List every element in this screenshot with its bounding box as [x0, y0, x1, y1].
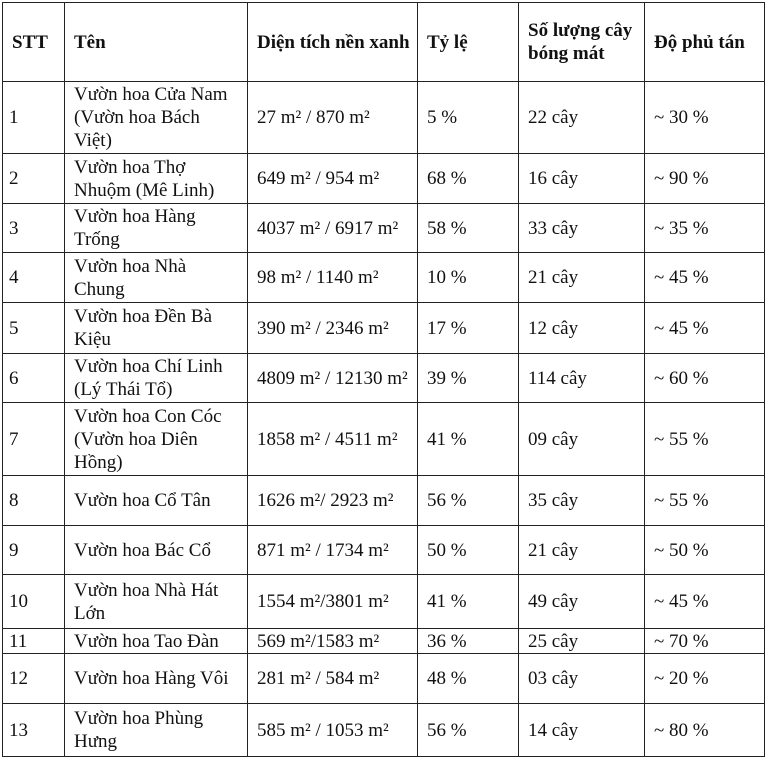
name-cell: Vườn hoa Chí Linh (Lý Thái Tổ) — [64, 353, 248, 403]
name-cell: Vườn hoa Hàng Vôi — [64, 653, 248, 704]
header-ratio: Tỷ lệ — [417, 2, 519, 82]
stt-cell: 6 — [2, 353, 65, 403]
cover-cell: ~ 35 % — [644, 203, 765, 253]
trees-cell: 03 cây — [518, 653, 645, 704]
name-cell: Vườn hoa Nhà Hát Lớn — [64, 574, 248, 629]
header-trees: Số lượng cây bóng mát — [518, 2, 645, 82]
table-row: 9 Vườn hoa Bác Cổ 871 m² / 1734 m² 50 % 21 c… — [2, 525, 765, 575]
area-cell: 1554 m²/3801 m² — [247, 574, 418, 629]
cover-cell: ~ 60 % — [644, 353, 765, 403]
stt-cell: 2 — [2, 153, 65, 204]
ratio-cell: 56 % — [417, 703, 519, 757]
trees-cell: 16 cây — [518, 153, 645, 204]
area-cell: 4037 m² / 6917 m² — [247, 203, 418, 253]
ratio-cell: 41 % — [417, 402, 519, 476]
trees-cell: 35 cây — [518, 475, 645, 526]
name-cell: Vườn hoa Cửa Nam (Vườn hoa Bách Việt) — [64, 81, 248, 154]
area-cell: 4809 m² / 12130 m² — [247, 353, 418, 403]
name-cell: Vườn hoa Hàng Trống — [64, 203, 248, 253]
table-row: 4 Vườn hoa Nhà Chung 98 m² / 1140 m² 10 % 21… — [2, 252, 765, 303]
stt-cell: 3 — [2, 203, 65, 253]
stt-cell: 1 — [2, 81, 65, 154]
table-row: 3 Vườn hoa Hàng Trống 4037 m² / 6917 m² 58 … — [2, 203, 765, 253]
area-cell: 1626 m²/ 2923 m² — [247, 475, 418, 526]
area-cell: 98 m² / 1140 m² — [247, 252, 418, 303]
table-row: 13 Vườn hoa Phùng Hưng 585 m² / 1053 m² 56 … — [2, 703, 765, 757]
name-cell: Vườn hoa Con Cóc (Vườn hoa Diên Hồng) — [64, 402, 248, 476]
ratio-cell: 17 % — [417, 302, 519, 354]
ratio-cell: 5 % — [417, 81, 519, 154]
ratio-cell: 36 % — [417, 628, 519, 654]
cover-cell: ~ 20 % — [644, 653, 765, 704]
area-cell: 1858 m² / 4511 m² — [247, 402, 418, 476]
trees-cell: 22 cây — [518, 81, 645, 154]
header-stt: STT — [2, 2, 65, 82]
trees-cell: 09 cây — [518, 402, 645, 476]
cover-cell: ~ 45 % — [644, 302, 765, 354]
table-row: 1 Vườn hoa Cửa Nam (Vườn hoa Bách Việt) 27… — [2, 81, 765, 154]
area-cell: 649 m² / 954 m² — [247, 153, 418, 204]
table-row: 5 Vườn hoa Đền Bà Kiệu 390 m² / 2346 m² 17 … — [2, 302, 765, 354]
ratio-cell: 50 % — [417, 525, 519, 575]
table-row: 7 Vườn hoa Con Cóc (Vườn hoa Diên Hồng) 18… — [2, 402, 765, 476]
ratio-cell: 48 % — [417, 653, 519, 704]
trees-cell: 14 cây — [518, 703, 645, 757]
table-row: 2 Vườn hoa Thợ Nhuộm (Mê Linh) 649 m² / 95… — [2, 153, 765, 204]
table-row: 8 Vườn hoa Cổ Tân 1626 m²/ 2923 m² 56 % 35 c… — [2, 475, 765, 526]
trees-cell: 114 cây — [518, 353, 645, 403]
name-cell: Vườn hoa Bác Cổ — [64, 525, 248, 575]
header-cover: Độ phủ tán — [644, 2, 765, 82]
ratio-cell: 68 % — [417, 153, 519, 204]
ratio-cell: 10 % — [417, 252, 519, 303]
stt-cell: 7 — [2, 402, 65, 476]
stt-cell: 4 — [2, 252, 65, 303]
header-name: Tên — [64, 2, 248, 82]
ratio-cell: 58 % — [417, 203, 519, 253]
trees-cell: 33 cây — [518, 203, 645, 253]
stt-cell: 9 — [2, 525, 65, 575]
name-cell: Vườn hoa Thợ Nhuộm (Mê Linh) — [64, 153, 248, 204]
cover-cell: ~ 45 % — [644, 252, 765, 303]
ratio-cell: 56 % — [417, 475, 519, 526]
cover-cell: ~ 70 % — [644, 628, 765, 654]
header-row: STT Tên Diện tích nền xanh Tỷ lệ Số lượn… — [2, 2, 765, 82]
stt-cell: 13 — [2, 703, 65, 757]
name-cell: Vườn hoa Tao Đàn — [64, 628, 248, 654]
stt-cell: 10 — [2, 574, 65, 629]
cover-cell: ~ 55 % — [644, 475, 765, 526]
ratio-cell: 41 % — [417, 574, 519, 629]
area-cell: 585 m² / 1053 m² — [247, 703, 418, 757]
name-cell: Vườn hoa Nhà Chung — [64, 252, 248, 303]
table-row: 12 Vườn hoa Hàng Vôi 281 m² / 584 m² 48 % 03… — [2, 653, 765, 704]
ratio-cell: 39 % — [417, 353, 519, 403]
name-cell: Vườn hoa Cổ Tân — [64, 475, 248, 526]
table-row: 6 Vườn hoa Chí Linh (Lý Thái Tổ) 4809 m² /… — [2, 353, 765, 403]
stt-cell: 11 — [2, 628, 65, 654]
area-cell: 27 m² / 870 m² — [247, 81, 418, 154]
area-cell: 569 m²/1583 m² — [247, 628, 418, 654]
area-cell: 281 m² / 584 m² — [247, 653, 418, 704]
trees-cell: 21 cây — [518, 525, 645, 575]
stt-cell: 12 — [2, 653, 65, 704]
header-area: Diện tích nền xanh — [247, 2, 418, 82]
trees-cell: 49 cây — [518, 574, 645, 629]
cover-cell: ~ 45 % — [644, 574, 765, 629]
trees-cell: 12 cây — [518, 302, 645, 354]
cover-cell: ~ 90 % — [644, 153, 765, 204]
cover-cell: ~ 50 % — [644, 525, 765, 575]
stt-cell: 8 — [2, 475, 65, 526]
trees-cell: 25 cây — [518, 628, 645, 654]
name-cell: Vườn hoa Phùng Hưng — [64, 703, 248, 757]
cover-cell: ~ 80 % — [644, 703, 765, 757]
stt-cell: 5 — [2, 302, 65, 354]
cover-cell: ~ 55 % — [644, 402, 765, 476]
area-cell: 390 m² / 2346 m² — [247, 302, 418, 354]
trees-cell: 21 cây — [518, 252, 645, 303]
name-cell: Vườn hoa Đền Bà Kiệu — [64, 302, 248, 354]
cover-cell: ~ 30 % — [644, 81, 765, 154]
table-row: 11 Vườn hoa Tao Đàn 569 m²/1583 m² 36 % 25 c… — [2, 628, 765, 654]
area-cell: 871 m² / 1734 m² — [247, 525, 418, 575]
table-row: 10 Vườn hoa Nhà Hát Lớn 1554 m²/3801 m² 41 … — [2, 574, 765, 629]
